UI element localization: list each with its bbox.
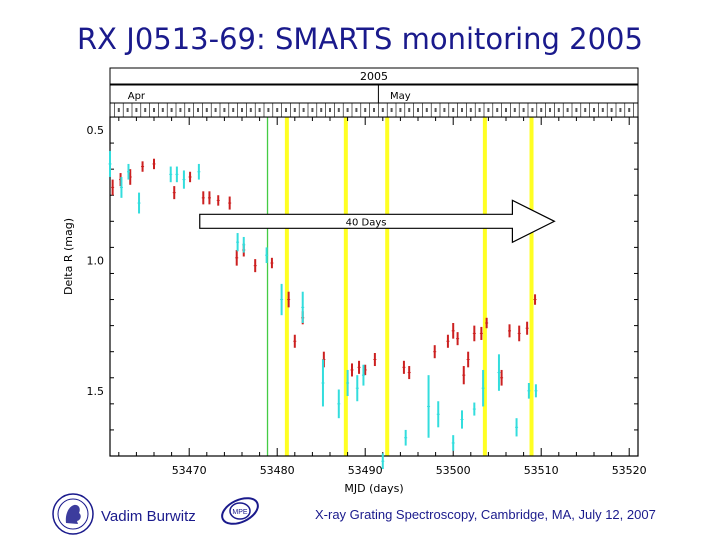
y-tick-label: 1.0	[87, 254, 105, 267]
day-mark	[478, 108, 481, 112]
day-mark	[373, 108, 375, 112]
day-mark	[161, 108, 164, 112]
day-mark	[241, 108, 243, 112]
day-mark	[258, 108, 261, 112]
day-mark	[522, 108, 525, 112]
arrow-shape	[199, 199, 556, 244]
arrow-label: 40 Days	[346, 217, 387, 228]
day-mark	[628, 108, 631, 112]
day-mark	[417, 108, 419, 112]
year-bar	[109, 67, 639, 85]
day-mark	[179, 108, 182, 112]
day-mark	[117, 108, 120, 112]
day-mark	[399, 108, 402, 112]
day-mark	[346, 108, 349, 112]
day-mark	[197, 108, 199, 112]
day-mark	[487, 108, 490, 112]
y-tick-label: 0.5	[87, 124, 105, 137]
month-bar	[109, 84, 639, 104]
day-mark	[601, 108, 604, 112]
author-name: Vadim Burwitz	[101, 508, 196, 525]
month-label: Apr	[128, 91, 146, 102]
day-mark	[513, 108, 516, 112]
day-mark	[452, 108, 455, 112]
mpe-logo: MPE	[218, 491, 262, 535]
plot-frame	[109, 116, 639, 457]
day-mark	[126, 108, 129, 112]
x-tick-label: 53510	[524, 464, 559, 477]
day-mark	[153, 108, 155, 112]
day-mark	[364, 108, 367, 112]
day-mark	[610, 108, 613, 112]
day-mark	[355, 108, 358, 112]
day-mark	[232, 108, 235, 112]
month-label: May	[390, 91, 411, 102]
day-mark	[557, 108, 560, 112]
day-mark	[320, 108, 323, 112]
day-mark	[434, 108, 437, 112]
day-mark	[566, 108, 569, 112]
day-mark	[584, 108, 587, 112]
day-mark	[505, 108, 507, 112]
day-mark	[144, 108, 147, 112]
day-mark	[531, 108, 534, 112]
day-mark	[267, 108, 270, 112]
year-label: 2005	[360, 70, 388, 83]
day-mark	[249, 108, 252, 112]
slide-title: RX J0513-69: SMARTS monitoring 2005	[77, 22, 643, 56]
conference-footer: X-ray Grating Spectroscopy, Cambridge, M…	[315, 507, 656, 522]
day-mark	[549, 108, 551, 112]
mpe-logo-text: MPE	[232, 509, 248, 516]
day-mark	[540, 108, 543, 112]
day-mark	[311, 108, 314, 112]
day-mark	[276, 108, 279, 112]
x-tick-label: 53470	[172, 464, 207, 477]
vertical-markers	[266, 117, 534, 456]
day-mark	[593, 108, 595, 112]
day-mark	[214, 108, 217, 112]
day-mark	[223, 108, 226, 112]
day-mark	[425, 108, 428, 112]
day-mark	[461, 108, 463, 112]
date-axis-top: 2005 Apr May	[109, 67, 639, 118]
plot-axes	[109, 116, 639, 457]
day-mark	[170, 108, 173, 112]
day-mark	[293, 108, 296, 112]
day-mark	[329, 108, 331, 112]
x-tick-label: 53490	[348, 464, 383, 477]
x-tick-label: 53500	[436, 464, 471, 477]
day-mark	[390, 108, 393, 112]
day-mark	[188, 108, 191, 112]
mpg-minerva-logo	[52, 493, 94, 539]
day-mark	[408, 108, 411, 112]
forty-days-arrow: 40 Days	[199, 199, 556, 244]
day-mark	[496, 108, 499, 112]
y-axis-title: Delta R (mag)	[62, 218, 75, 295]
day-mark	[619, 108, 622, 112]
axis-labels: 53470 53480 53490 53500 53510 53520 0.5 1.0 1.5 M…	[62, 124, 647, 495]
x-tick-label: 53520	[612, 464, 647, 477]
data-points	[108, 150, 538, 470]
x-tick-label: 53480	[260, 464, 295, 477]
day-mark	[135, 108, 138, 112]
day-mark	[381, 108, 384, 112]
day-mark	[337, 108, 340, 112]
day-mark	[443, 108, 446, 112]
day-mark	[302, 108, 305, 112]
day-mark	[575, 108, 578, 112]
y-tick-label: 1.5	[87, 385, 105, 398]
day-mark	[469, 108, 472, 112]
day-mark	[205, 108, 208, 112]
day-mark	[285, 108, 287, 112]
x-axis-title: MJD (days)	[344, 482, 403, 495]
